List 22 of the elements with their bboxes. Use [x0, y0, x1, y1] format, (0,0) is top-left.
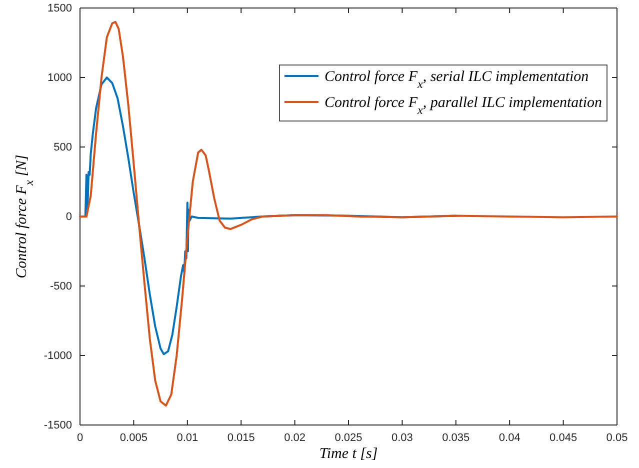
x-tick-label: 0.045: [550, 432, 578, 444]
y-tick-label: 1000: [48, 72, 72, 84]
x-tick-label: 0.03: [391, 432, 413, 444]
x-tick-label: 0.005: [120, 432, 148, 444]
x-axis-title: Time t [s]: [319, 446, 378, 462]
x-tick-label: 0.05: [606, 432, 628, 444]
x-tick-label: 0: [76, 432, 84, 444]
y-tick-label: -1000: [44, 350, 72, 362]
line-series: [79, 20, 618, 407]
x-tick-label: 0.04: [498, 432, 520, 444]
legend-label: Control force F$_{x}$, serial ILC implementation: [324, 69, 589, 91]
y-tick-label: 500: [54, 142, 72, 154]
y-tick-label: -500: [50, 280, 72, 293]
x-tick-label: 0.025: [334, 432, 362, 444]
legend-label: Control force F$_{x}$, parallel ILC implementation: [324, 95, 602, 117]
x-tick-label: 0.015: [227, 432, 255, 444]
y-tick-label: -1500: [44, 420, 72, 432]
x-tick-label: 0.02: [284, 432, 306, 444]
x-tick-label: 0.01: [176, 432, 198, 444]
x-tick-label: 0.035: [442, 432, 470, 444]
y-tick-label: 1500: [48, 2, 72, 15]
y-tick-label: 0: [66, 211, 72, 224]
